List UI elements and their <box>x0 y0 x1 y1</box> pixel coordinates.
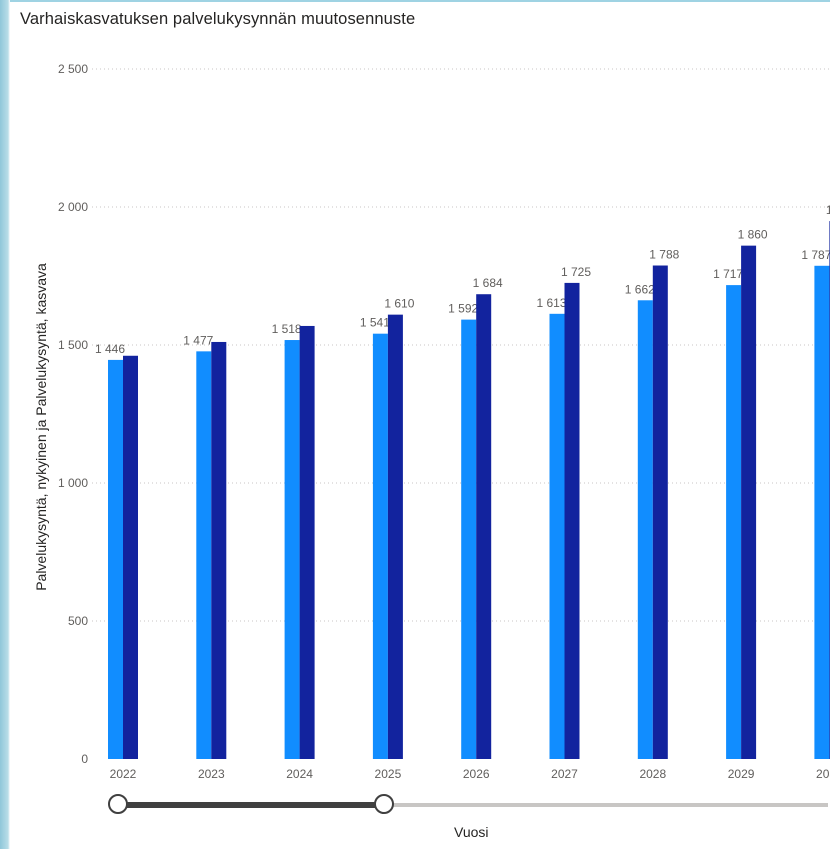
y-tick-label: 1 000 <box>58 476 88 490</box>
data-label: 1 477 <box>183 333 213 347</box>
bar-nykyinen <box>549 313 565 759</box>
chart-visual: Varhaiskasvatuksen palvelukysynnän muuto… <box>10 0 830 847</box>
bar-kasvava <box>652 265 668 759</box>
data-label: 1 446 <box>95 342 125 356</box>
slider-selected-range <box>118 802 385 808</box>
x-tick-label: 2025 <box>375 767 402 781</box>
bar-kasvava <box>476 294 492 759</box>
bar-kasvava <box>211 341 227 759</box>
slider-start-handle[interactable] <box>108 794 128 814</box>
x-tick-label: 2027 <box>551 767 578 781</box>
data-label: 1 717 <box>713 267 743 281</box>
data-label: 1 518 <box>272 322 302 336</box>
bar-kasvava <box>741 245 757 759</box>
chart-title: Varhaiskasvatuksen palvelukysynnän muuto… <box>20 10 416 28</box>
bar-nykyinen <box>637 300 653 759</box>
data-label: 1 949 <box>826 203 830 217</box>
y-tick-label: 1 500 <box>58 338 88 352</box>
data-label: 1 860 <box>738 228 768 242</box>
bar-nykyinen <box>196 351 212 759</box>
y-tick-label: 500 <box>68 614 88 628</box>
bar-kasvava <box>564 282 580 759</box>
bar-nykyinen <box>814 265 830 759</box>
slider-end-handle[interactable] <box>374 794 395 814</box>
year-range-slider[interactable] <box>106 794 828 816</box>
y-tick-label: 2 500 <box>58 62 88 76</box>
data-label: 1 610 <box>384 297 414 311</box>
data-label: 1 684 <box>473 276 503 290</box>
slider-title: Vuosi <box>454 824 489 840</box>
x-tick-label: 2023 <box>198 767 225 781</box>
bar-chart: 0 500 1 000 1 500 2 000 2 500 Palvelukysyntä, … <box>33 62 830 781</box>
y-tick-label: 0 <box>81 752 88 766</box>
slider-track[interactable] <box>118 803 828 807</box>
data-label: 1 613 <box>536 296 566 310</box>
bar-nykyinen <box>108 359 123 759</box>
bar-kasvava <box>299 325 315 759</box>
data-label: 1 662 <box>625 282 655 296</box>
bar-nykyinen <box>461 319 477 759</box>
data-label: 1 592 <box>448 302 478 316</box>
bar-nykyinen <box>726 285 742 759</box>
data-label: 1 541 <box>360 316 390 330</box>
bar-kasvava <box>123 355 138 759</box>
bar-kasvava <box>387 314 403 759</box>
data-label: 1 725 <box>561 265 591 279</box>
data-label: 1 788 <box>649 248 679 262</box>
x-tick-label: 2026 <box>463 767 490 781</box>
y-axis-title: Palvelukysyntä, nykyinen ja Palvelukysyn… <box>33 263 49 591</box>
x-tick-label: 2024 <box>286 767 313 781</box>
y-tick-label: 2 000 <box>58 200 88 214</box>
x-tick-label: 2022 <box>110 767 137 781</box>
bar-nykyinen <box>284 340 300 759</box>
x-tick-label: 2029 <box>728 767 755 781</box>
x-tick-label: 2030 <box>816 767 830 781</box>
x-tick-label: 2028 <box>639 767 666 781</box>
bar-nykyinen <box>372 333 388 759</box>
data-label: 1 787 <box>801 248 830 262</box>
